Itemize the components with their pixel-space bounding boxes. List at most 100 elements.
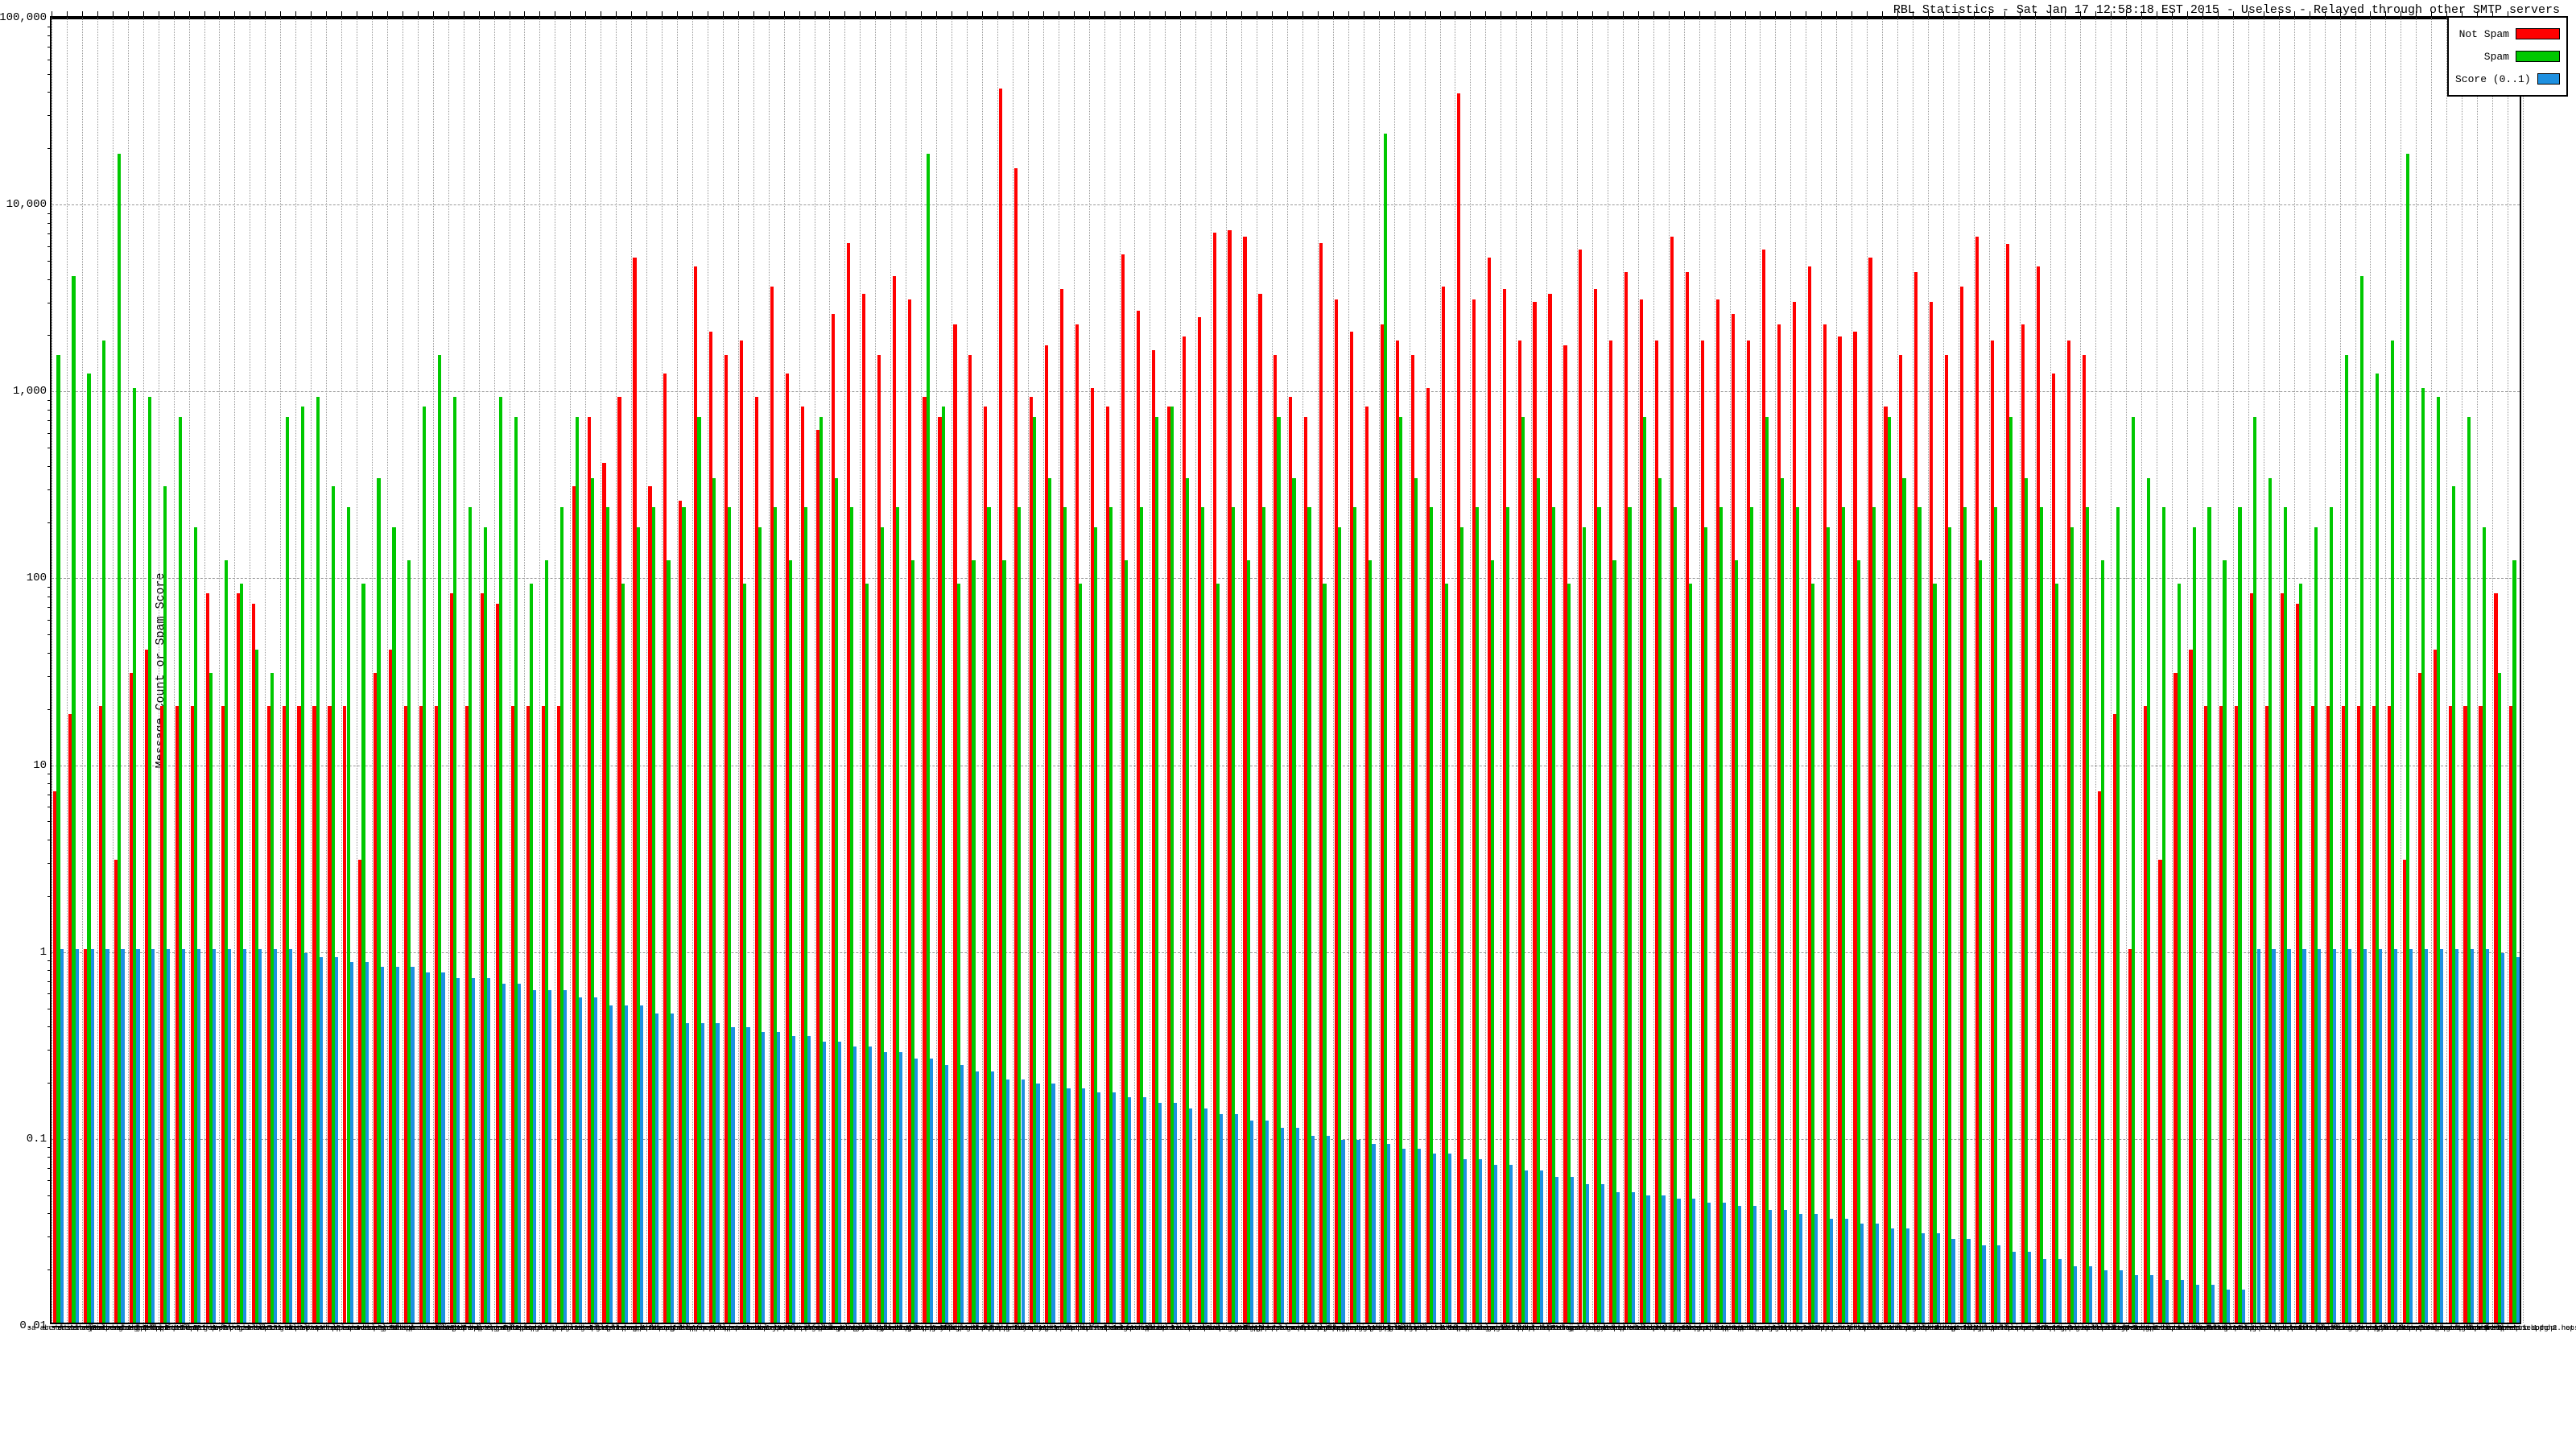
bar-score[interactable] [381, 967, 384, 1323]
bar-spam[interactable] [1643, 417, 1646, 1323]
bar-score[interactable] [945, 1065, 948, 1323]
bar-score[interactable] [320, 957, 323, 1323]
bar-score[interactable] [2333, 949, 2336, 1323]
bar-score[interactable] [1509, 1165, 1513, 1323]
bar-score[interactable] [762, 1032, 765, 1323]
bar-score[interactable] [1891, 1228, 1894, 1323]
bar-score[interactable] [2516, 957, 2520, 1323]
bar-spam[interactable] [1933, 584, 1936, 1323]
bar-score[interactable] [1158, 1103, 1162, 1323]
bar-score[interactable] [976, 1071, 979, 1323]
bar-score[interactable] [1327, 1136, 1330, 1323]
bar-score[interactable] [853, 1046, 857, 1323]
bar-spam[interactable] [2132, 417, 2135, 1323]
bar-score[interactable] [243, 949, 246, 1323]
bar-score[interactable] [1189, 1108, 1192, 1323]
bar-score[interactable] [579, 997, 582, 1323]
bar-score[interactable] [2272, 949, 2275, 1323]
bar-score[interactable] [899, 1052, 902, 1323]
bar-score[interactable] [838, 1042, 841, 1323]
bar-score[interactable] [2287, 949, 2290, 1323]
bar-spam[interactable] [1827, 527, 1830, 1323]
bar-score[interactable] [1982, 1245, 1985, 1323]
bar-score[interactable] [1356, 1140, 1360, 1323]
bar-score[interactable] [2135, 1275, 2138, 1323]
bar-score[interactable] [350, 962, 353, 1323]
bar-score[interactable] [1922, 1233, 1925, 1323]
bar-score[interactable] [1632, 1192, 1635, 1323]
bar-score[interactable] [2501, 953, 2504, 1323]
bar-spam[interactable] [2070, 527, 2074, 1323]
bar-score[interactable] [197, 949, 200, 1323]
bar-spam[interactable] [2193, 527, 2196, 1323]
bar-score[interactable] [609, 1005, 613, 1323]
bar-score[interactable] [2379, 949, 2382, 1323]
bar-score[interactable] [1555, 1177, 1558, 1323]
bar-score[interactable] [1402, 1149, 1406, 1323]
bar-spam[interactable] [1842, 507, 1845, 1323]
bar-score[interactable] [1051, 1084, 1055, 1323]
bar-spam[interactable] [2147, 478, 2150, 1323]
bar-score[interactable] [1571, 1177, 1574, 1323]
bar-score[interactable] [136, 949, 139, 1323]
bar-score[interactable] [1662, 1195, 1665, 1323]
bar-score[interactable] [533, 990, 536, 1323]
bar-score[interactable] [60, 949, 64, 1323]
bar-score[interactable] [1143, 1097, 1146, 1323]
bar-score[interactable] [1860, 1224, 1864, 1323]
bar-score[interactable] [1951, 1239, 1955, 1323]
bar-spam[interactable] [2055, 584, 2058, 1323]
bar-score[interactable] [396, 967, 399, 1323]
bar-score[interactable] [1967, 1239, 1970, 1323]
bar-score[interactable] [1463, 1159, 1467, 1323]
bar-score[interactable] [2363, 949, 2367, 1323]
bar-spam[interactable] [1994, 507, 1997, 1323]
bar-score[interactable] [1876, 1224, 1879, 1323]
bar-spam[interactable] [2086, 507, 2089, 1323]
bar-score[interactable] [2211, 1285, 2215, 1323]
bar-score[interactable] [1525, 1170, 1528, 1323]
bar-score[interactable] [2028, 1252, 2031, 1323]
bar-score[interactable] [914, 1059, 918, 1323]
bar-score[interactable] [2074, 1266, 2077, 1323]
bar-score[interactable] [502, 984, 506, 1323]
bar-spam[interactable] [1750, 507, 1753, 1323]
bar-score[interactable] [1738, 1206, 1741, 1323]
bar-score[interactable] [2227, 1290, 2230, 1323]
bar-score[interactable] [686, 1023, 689, 1323]
bar-score[interactable] [411, 967, 414, 1323]
bar-score[interactable] [1418, 1149, 1421, 1323]
bar-score[interactable] [1281, 1128, 1284, 1323]
bar-score[interactable] [1540, 1170, 1543, 1323]
bar-score[interactable] [1692, 1199, 1695, 1323]
bar-score[interactable] [1494, 1165, 1497, 1323]
bar-score[interactable] [777, 1032, 780, 1323]
bar-score[interactable] [1082, 1088, 1085, 1323]
bar-score[interactable] [2409, 949, 2413, 1323]
bar-score[interactable] [1997, 1245, 2000, 1323]
bar-spam[interactable] [1857, 560, 1860, 1323]
bar-spam[interactable] [1918, 507, 1921, 1323]
bar-score[interactable] [258, 949, 262, 1323]
bar-score[interactable] [213, 949, 216, 1323]
bar-score[interactable] [2150, 1275, 2153, 1323]
bar-score[interactable] [1677, 1199, 1680, 1323]
bar-score[interactable] [2181, 1280, 2184, 1323]
bar-score[interactable] [1311, 1136, 1315, 1323]
bar-score[interactable] [1235, 1114, 1238, 1323]
bar-score[interactable] [716, 1023, 719, 1323]
bar-score[interactable] [1723, 1203, 1726, 1323]
bar-score[interactable] [1707, 1203, 1711, 1323]
bar-score[interactable] [1799, 1214, 1802, 1323]
bar-spam[interactable] [1781, 478, 1784, 1323]
bar-spam[interactable] [2178, 584, 2181, 1323]
bar-score[interactable] [456, 978, 460, 1323]
bar-score[interactable] [884, 1052, 887, 1323]
bar-spam[interactable] [2040, 507, 2043, 1323]
bar-score[interactable] [1601, 1184, 1604, 1323]
bar-score[interactable] [655, 1013, 658, 1323]
bar-score[interactable] [426, 972, 429, 1323]
bar-score[interactable] [1128, 1097, 1131, 1323]
bar-score[interactable] [2257, 949, 2260, 1323]
bar-spam[interactable] [2009, 417, 2013, 1323]
